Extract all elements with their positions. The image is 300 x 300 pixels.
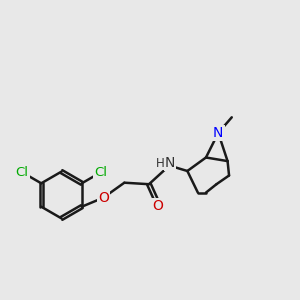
Text: N: N xyxy=(165,156,175,170)
Text: Cl: Cl xyxy=(16,166,28,179)
Text: Cl: Cl xyxy=(94,166,107,179)
Text: H: H xyxy=(156,157,165,170)
Text: N: N xyxy=(213,126,224,140)
Text: O: O xyxy=(152,200,164,213)
Text: O: O xyxy=(98,191,109,205)
